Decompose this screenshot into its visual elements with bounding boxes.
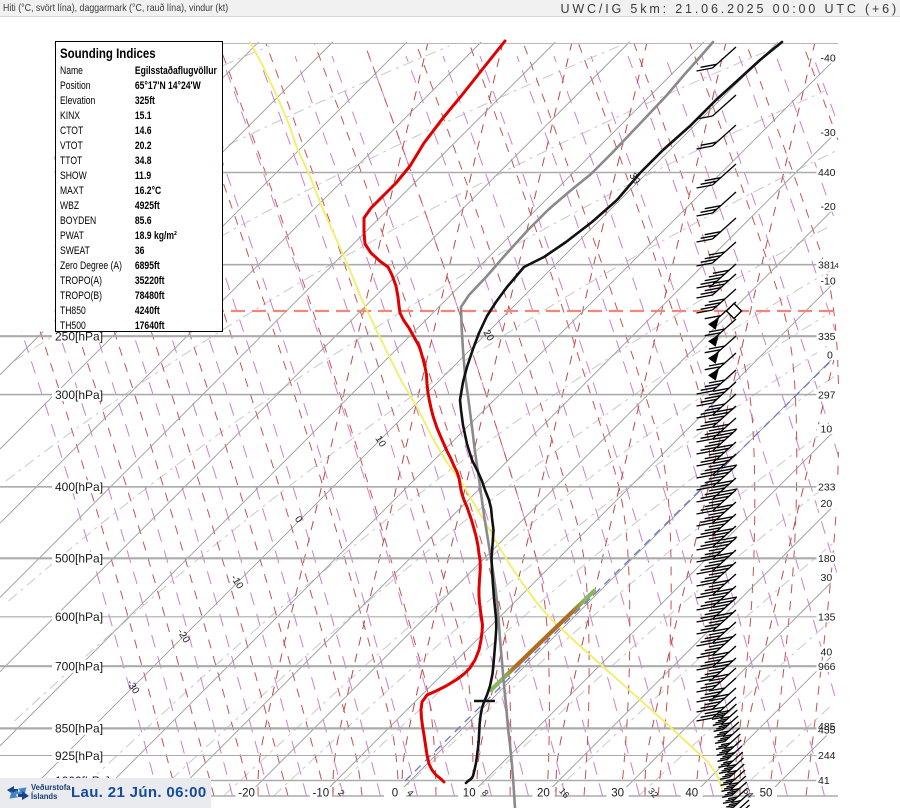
svg-text:50: 50	[760, 788, 773, 800]
svg-text:966: 966	[818, 661, 836, 673]
svg-text:485: 485	[818, 721, 836, 733]
svg-text:335: 335	[818, 331, 836, 343]
svg-text:600[hPa]: 600[hPa]	[55, 610, 103, 624]
svg-text:0: 0	[392, 788, 398, 800]
svg-text:20: 20	[481, 328, 496, 344]
svg-text:180: 180	[818, 553, 836, 565]
svg-text:0: 0	[827, 350, 833, 362]
svg-text:64: 64	[741, 786, 755, 800]
svg-text:381: 381	[818, 259, 836, 271]
svg-text:455: 455	[818, 725, 836, 737]
svg-text:0: 0	[292, 514, 305, 525]
svg-text:30: 30	[611, 788, 624, 800]
svg-text:32: 32	[646, 786, 660, 800]
svg-text:297: 297	[818, 389, 836, 401]
svg-text:135: 135	[818, 612, 836, 624]
svg-text:4: 4	[405, 788, 416, 798]
svg-text:-20: -20	[238, 788, 255, 800]
svg-text:10: 10	[373, 434, 388, 450]
svg-text:-20: -20	[821, 201, 836, 213]
svg-text:700[hPa]: 700[hPa]	[55, 660, 103, 674]
svg-text:300[hPa]: 300[hPa]	[55, 388, 103, 402]
svg-text:2: 2	[336, 788, 347, 798]
svg-text:244: 244	[818, 750, 836, 762]
svg-text:41: 41	[818, 775, 830, 787]
svg-text:-40: -40	[821, 53, 836, 65]
svg-text:233: 233	[818, 482, 836, 494]
svg-text:20: 20	[537, 788, 550, 800]
svg-text:850[hPa]: 850[hPa]	[55, 722, 103, 736]
svg-text:-30: -30	[821, 127, 836, 139]
svg-text:440: 440	[818, 167, 836, 179]
svg-text:-10: -10	[821, 275, 836, 287]
svg-text:30: 30	[821, 572, 833, 584]
svg-text:4: 4	[835, 261, 839, 270]
svg-text:250[hPa]: 250[hPa]	[55, 330, 103, 344]
svg-text:925[hPa]: 925[hPa]	[55, 749, 103, 763]
svg-text:400[hPa]: 400[hPa]	[55, 480, 103, 494]
svg-text:-10: -10	[312, 788, 329, 800]
svg-text:10: 10	[821, 424, 833, 436]
svg-text:40: 40	[685, 788, 698, 800]
svg-text:16: 16	[557, 786, 571, 800]
svg-text:500[hPa]: 500[hPa]	[55, 552, 103, 566]
svg-text:40: 40	[821, 646, 833, 658]
svg-text:20: 20	[821, 498, 833, 510]
svg-text:10: 10	[463, 788, 476, 800]
svg-text:8: 8	[480, 788, 491, 798]
